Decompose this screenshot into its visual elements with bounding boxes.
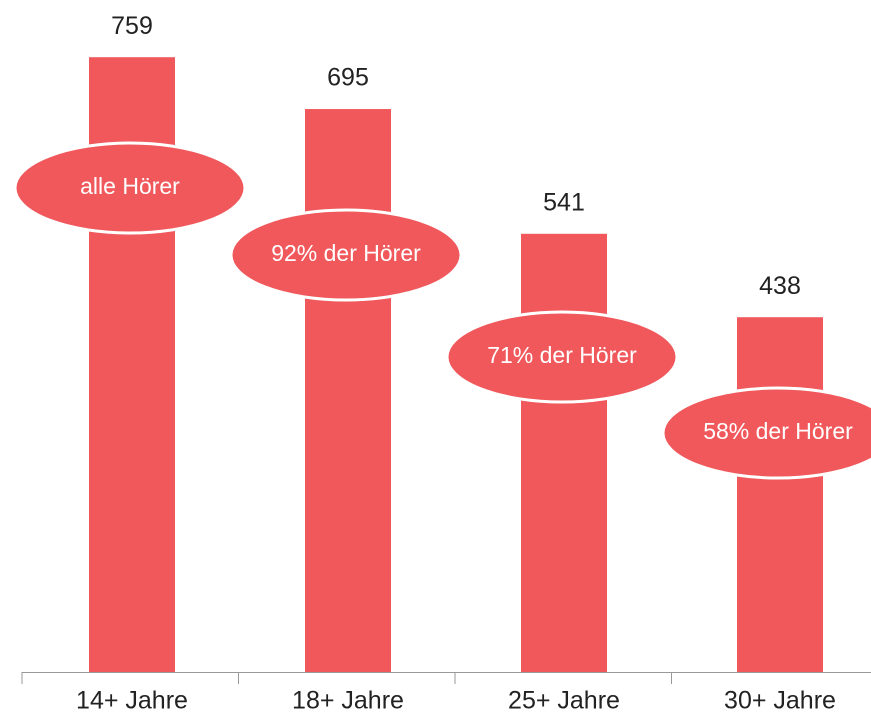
annotation: alle Hörer [80,173,180,199]
value-label: 695 [327,64,369,92]
x-tick-label: 14+ Jahre [76,687,188,715]
x-tick-label: 18+ Jahre [292,687,404,715]
bar [305,109,391,673]
annotation-bubble [445,310,679,404]
value-label: 541 [543,188,585,216]
annotation: 92% der Hörer [271,240,421,266]
bar [737,317,823,672]
bar [521,233,607,673]
x-tick-label: 30+ Jahre [724,687,836,715]
annotation-bubble [13,141,247,235]
annotation-bubble [229,208,463,302]
x-tick-label: 25+ Jahre [508,687,620,715]
value-label: 438 [759,272,801,300]
value-label: 759 [111,12,153,40]
annotation: 58% der Hörer [703,418,853,444]
annotation: 71% der Hörer [487,342,637,368]
annotation-bubble [661,386,871,480]
